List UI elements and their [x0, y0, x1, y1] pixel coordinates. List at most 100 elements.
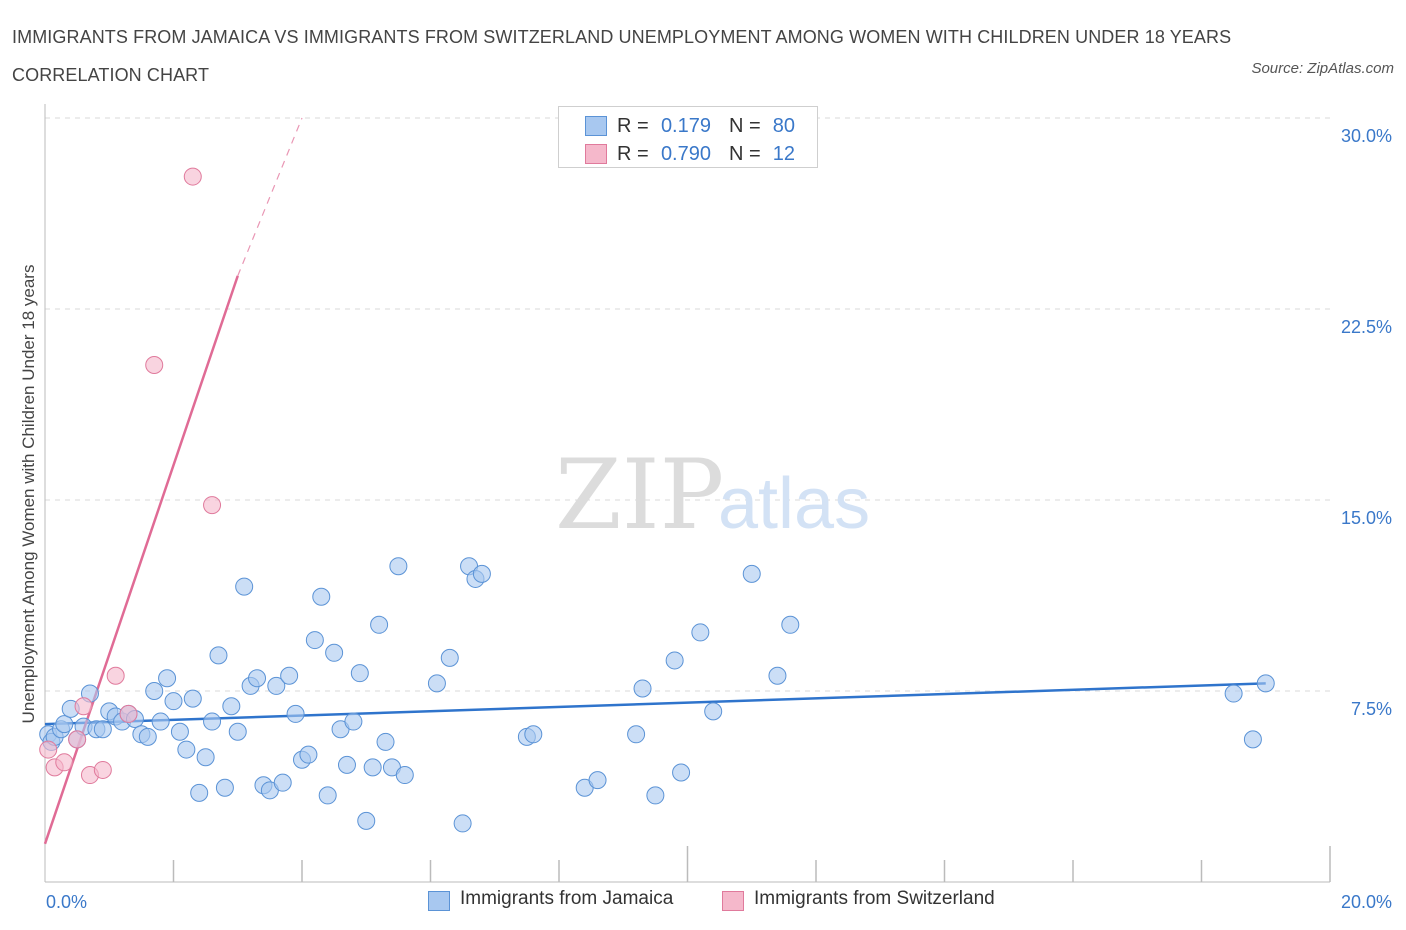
data-point-jamaica [299, 745, 318, 764]
y-axis-label: Unemployment Among Women with Children U… [19, 265, 38, 724]
legend-n-label: N = [729, 143, 761, 165]
bottom-legend-swatch-jamaica [428, 891, 450, 911]
data-point-jamaica [312, 587, 331, 606]
data-point-jamaica [183, 689, 202, 708]
y-tick-label: 30.0% [1341, 126, 1392, 146]
data-points [39, 167, 1275, 833]
data-point-switzerland [68, 730, 87, 749]
data-point-jamaica [376, 732, 395, 751]
y-tick-label: 22.5% [1341, 317, 1392, 337]
x-tick-label: 0.0% [46, 892, 87, 912]
data-point-jamaica [145, 682, 164, 700]
data-point-switzerland [145, 356, 164, 375]
legend-row-switzerland: R = 0.790 N = 12 [559, 139, 817, 167]
data-point-switzerland [183, 167, 202, 186]
data-point-switzerland [203, 496, 222, 515]
legend-n-label: N = [729, 115, 761, 137]
data-point-jamaica [305, 631, 324, 650]
trend-lines [43, 117, 1266, 845]
data-point-jamaica [627, 725, 646, 744]
data-point-jamaica [158, 669, 177, 688]
data-point-jamaica [196, 748, 215, 767]
y-tick-labels: 7.5% 15.0% 22.5% 30.0% [1341, 126, 1392, 719]
legend-r-value: 0.790 [660, 143, 711, 165]
data-point-jamaica [209, 646, 228, 665]
trend-line-jamaica [44, 682, 1266, 726]
data-point-jamaica [1224, 684, 1243, 703]
data-point-switzerland [55, 753, 74, 772]
data-point-jamaica [665, 651, 684, 670]
legend-swatch-switzerland [585, 144, 607, 164]
y-tick-label: 15.0% [1341, 508, 1392, 528]
data-point-jamaica [222, 697, 241, 716]
chart-title: IMMIGRANTS FROM JAMAICA VS IMMIGRANTS FR… [12, 27, 1232, 85]
data-point-jamaica [1243, 730, 1262, 749]
axes [44, 104, 1331, 883]
trend-line-switzerland [43, 275, 239, 845]
data-point-jamaica [704, 702, 723, 721]
data-point-jamaica [280, 666, 299, 685]
data-point-jamaica [427, 674, 446, 693]
data-point-jamaica [344, 712, 363, 731]
data-point-jamaica [389, 557, 408, 576]
data-point-jamaica [633, 679, 652, 698]
data-point-switzerland [93, 760, 112, 779]
data-point-switzerland [106, 666, 125, 685]
trend-extension-switzerland [237, 117, 303, 277]
data-point-jamaica [248, 669, 267, 688]
data-point-jamaica [337, 755, 356, 774]
data-point-jamaica [267, 676, 286, 695]
source-label: Source: ZipAtlas.com [1251, 60, 1394, 77]
data-point-jamaica [228, 722, 247, 741]
data-point-jamaica [357, 811, 376, 830]
data-point-jamaica [138, 727, 157, 746]
data-point-switzerland [74, 697, 93, 716]
data-point-jamaica [215, 778, 234, 797]
watermark-atlas: atlas [718, 464, 870, 544]
y-tick-label: 7.5% [1351, 699, 1392, 719]
data-point-jamaica [363, 758, 382, 777]
bottom-legend-swatch-switzerland [722, 891, 744, 911]
data-point-jamaica [472, 564, 491, 583]
legend-n-value: 80 [772, 115, 795, 137]
data-point-jamaica [691, 623, 710, 642]
data-point-jamaica [1256, 674, 1275, 693]
x-tick-label: 20.0% [1341, 892, 1392, 912]
data-point-jamaica [177, 740, 196, 759]
data-point-jamaica [93, 720, 112, 739]
legend-row-jamaica: R = 0.179 N = 80 [559, 111, 817, 139]
x-tick-labels: 0.0% 20.0% [46, 892, 1392, 912]
data-point-switzerland [119, 704, 138, 723]
legend-n-value: 12 [772, 143, 795, 165]
grid-lines [45, 117, 1330, 692]
legend-r-label: R = [617, 115, 649, 137]
data-point-jamaica [286, 704, 305, 723]
data-point-switzerland [39, 740, 58, 759]
legend-r-label: R = [617, 143, 649, 165]
data-point-jamaica [55, 715, 74, 734]
data-point-jamaica [453, 814, 472, 833]
correlation-legend: R = 0.179 N = 80 R = 0.790 N = 12 [558, 106, 818, 168]
data-point-jamaica [325, 643, 344, 662]
legend-swatch-jamaica [585, 116, 607, 136]
data-point-jamaica [164, 692, 183, 711]
data-point-jamaica [170, 722, 189, 741]
data-point-jamaica [588, 771, 607, 790]
data-point-jamaica [235, 577, 254, 596]
data-point-jamaica [151, 712, 170, 731]
data-point-jamaica [742, 564, 761, 583]
bottom-legend-label-jamaica: Immigrants from Jamaica [460, 888, 674, 909]
data-point-jamaica [440, 648, 459, 667]
data-point-jamaica [190, 783, 209, 802]
data-point-jamaica [370, 615, 389, 634]
data-point-jamaica [524, 725, 543, 744]
legend-r-value: 0.179 [660, 115, 711, 137]
data-point-jamaica [781, 615, 800, 634]
watermark-zip: ZIP [555, 439, 724, 551]
data-point-jamaica [350, 664, 369, 683]
data-point-jamaica [768, 666, 787, 685]
data-point-jamaica [672, 763, 691, 782]
data-point-jamaica [203, 712, 222, 731]
